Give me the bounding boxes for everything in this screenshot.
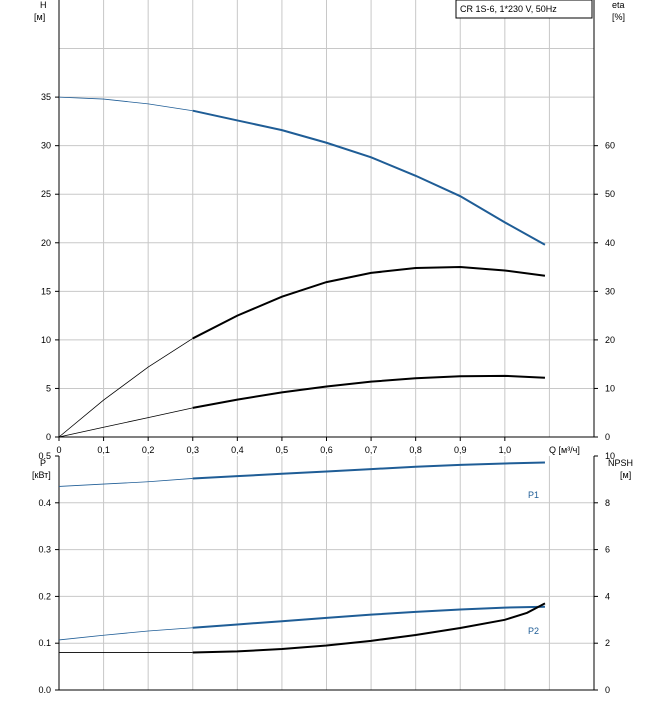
series-line — [192, 605, 545, 629]
left-tick-label: 0 — [46, 432, 51, 442]
bottom-axes: 0.0 0.1 0.2 0.3 0.4 0.5 0 2 4 6 8 10 — [38, 451, 615, 695]
right-tick-label: 6 — [605, 545, 610, 555]
left-tick-label: 0.0 — [38, 685, 51, 695]
x-tick-label: 0,7 — [365, 445, 378, 455]
right-tick-label: 10 — [605, 451, 615, 461]
bottom-grid — [59, 456, 594, 690]
right-tick-label: 40 — [605, 238, 615, 248]
right-tick-label: 0 — [605, 432, 610, 442]
series-line — [192, 461, 545, 480]
series-line-thin — [58, 627, 193, 641]
right-tick-label: 4 — [605, 591, 610, 601]
top-left-axis-unit: [м] — [34, 12, 45, 22]
bottom-left-axis-label: P — [40, 458, 46, 468]
series-line — [192, 109, 546, 246]
x-tick-label: 0,3 — [186, 445, 199, 455]
top-axes: 0 5 10 15 20 25 30 35 0 10 20 30 40 50 60 0 0,1 0,2 0,3 0,4… — [41, 0, 615, 455]
series-line — [192, 266, 546, 340]
series-label-p1: P1 — [528, 490, 539, 500]
series-line-thin — [58, 96, 193, 112]
right-tick-label: 2 — [605, 638, 610, 648]
series-line-thin — [58, 407, 193, 438]
left-tick-label: 5 — [46, 383, 51, 393]
right-tick-label: 10 — [605, 383, 615, 393]
x-tick-label: 0,8 — [409, 445, 422, 455]
x-tick-label: 0,2 — [142, 445, 155, 455]
series-label-p2: P2 — [528, 626, 539, 636]
right-tick-label: 50 — [605, 189, 615, 199]
bottom-right-axis-label: NPSH — [608, 458, 633, 468]
legend-text: CR 1S-6, 1*230 V, 50Hz — [460, 4, 557, 14]
legend-box: CR 1S-6, 1*230 V, 50Hz — [455, 0, 593, 19]
bottom-series — [58, 461, 546, 654]
series-line-thin — [58, 478, 193, 487]
left-tick-label: 10 — [41, 335, 51, 345]
x-tick-label: 0,1 — [97, 445, 110, 455]
left-tick-label: 0.1 — [38, 638, 51, 648]
top-grid — [59, 0, 594, 437]
x-tick-label: 1,0 — [499, 445, 512, 455]
right-tick-label: 60 — [605, 141, 615, 151]
top-right-axis-unit: [%] — [612, 12, 625, 22]
top-right-axis-label: eta — [612, 0, 625, 10]
bottom-right-axis-unit: [м] — [620, 470, 631, 480]
left-tick-label: 0.3 — [38, 545, 51, 555]
right-tick-label: 20 — [605, 335, 615, 345]
left-tick-label: 30 — [41, 141, 51, 151]
right-tick-label: 30 — [605, 286, 615, 296]
series-line-thin — [58, 338, 193, 438]
x-tick-label: 0 — [56, 445, 61, 455]
x-tick-label: 0,4 — [231, 445, 244, 455]
bottom-left-axis-unit: [кВт] — [32, 470, 51, 480]
top-series — [58, 96, 546, 438]
left-tick-label: 0.5 — [38, 451, 51, 461]
right-tick-label: 0 — [605, 685, 610, 695]
top-left-axis-label: H — [40, 0, 47, 10]
x-tick-label: 0,9 — [454, 445, 467, 455]
left-tick-label: 0.4 — [38, 498, 51, 508]
x-tick-label: 0,6 — [320, 445, 333, 455]
right-tick-label: 8 — [605, 498, 610, 508]
left-tick-label: 15 — [41, 286, 51, 296]
series-line — [192, 374, 546, 409]
left-tick-label: 0.2 — [38, 591, 51, 601]
left-tick-label: 20 — [41, 238, 51, 248]
series-line — [192, 602, 546, 654]
x-tick-label: 0,5 — [276, 445, 289, 455]
x-axis-label: Q [м³/ч] — [549, 445, 580, 455]
left-tick-label: 25 — [41, 189, 51, 199]
left-tick-label: 35 — [41, 92, 51, 102]
